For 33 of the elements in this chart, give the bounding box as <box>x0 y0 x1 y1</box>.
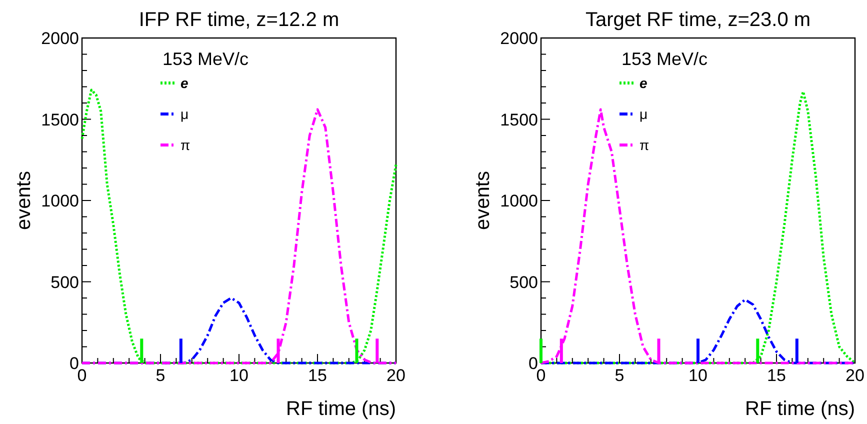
y-tick-label: 500 <box>50 272 79 292</box>
y-tick-label: 1000 <box>41 192 79 210</box>
y-tick-label: 500 <box>510 272 538 292</box>
y-axis-title: events <box>13 171 35 230</box>
y-tick-label: 0 <box>70 354 79 373</box>
x-tick-label: 20 <box>846 366 864 385</box>
x-tick-label: 5 <box>614 366 624 385</box>
legend-label: μ <box>180 106 189 122</box>
y-tick-label: 1000 <box>500 192 538 210</box>
chart-title: IFP RF time, z=12.2 m <box>138 9 340 31</box>
x-tick-label: 10 <box>688 366 708 385</box>
legend-label: π <box>180 137 190 153</box>
legend-label: μ <box>640 106 648 122</box>
x-tick-label: 5 <box>156 366 166 385</box>
y-axis-title: events <box>472 171 494 230</box>
y-tick-label: 1500 <box>500 110 538 130</box>
line-series <box>540 298 856 364</box>
y-tick-label: 0 <box>528 354 538 373</box>
legend-title: 153 MeV/c <box>162 49 249 69</box>
y-tick-label: 2000 <box>41 29 79 48</box>
legend-label: e <box>640 75 648 91</box>
x-tick-label: 20 <box>386 366 406 385</box>
legend-title: 153 MeV/c <box>621 49 708 69</box>
chart-title: Target RF time, z=23.0 m <box>585 9 811 31</box>
x-axis-title: RF time (ns) <box>286 398 396 420</box>
x-tick-label: 10 <box>230 366 248 385</box>
y-tick-label: 2000 <box>500 29 538 48</box>
x-tick-label: 15 <box>767 366 786 385</box>
x-axis-title: RF time (ns) <box>745 398 855 420</box>
legend-label: e <box>180 75 188 91</box>
y-tick-label: 1500 <box>41 110 79 130</box>
x-tick-label: 15 <box>308 366 327 385</box>
legend-label: π <box>640 137 650 153</box>
